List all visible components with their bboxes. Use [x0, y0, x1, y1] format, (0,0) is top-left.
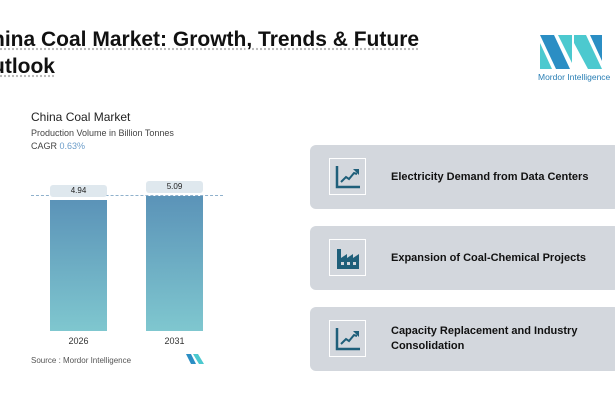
- data-label: 5.09: [146, 181, 203, 193]
- source-text: Source : Mordor Intelligence: [31, 356, 132, 365]
- card-label: Electricity Demand from Data Centers: [391, 170, 589, 183]
- chart-title: China Coal Market: [31, 110, 131, 124]
- card-coal-chemical: Expansion of Coal-Chemical Projects: [310, 226, 615, 290]
- logo-text: Mordor Intelligence: [538, 72, 611, 82]
- chart-subtitle: Production Volume in Billion Tonnes: [31, 128, 174, 138]
- title-line-1: hina Coal Market: Growth, Trends & Futur…: [0, 28, 420, 51]
- data-label: 4.94: [50, 184, 107, 197]
- bar-2031: [146, 196, 203, 331]
- mordor-logo-icon: [540, 35, 602, 69]
- x-tick-label: 2031: [164, 336, 185, 346]
- card-label: Expansion of Coal-Chemical Projects: [391, 251, 586, 264]
- mordor-logo: Mordor Intelligence: [538, 35, 610, 82]
- bar-2026: [50, 199, 107, 331]
- x-tick-label: 2026: [68, 336, 89, 346]
- line-chart-up-icon: [329, 158, 366, 195]
- reference-line: [31, 195, 223, 196]
- line-chart-up-icon: [329, 320, 366, 357]
- card-electricity-demand: Electricity Demand from Data Centers: [310, 145, 615, 209]
- cagr-value: 0.63%: [59, 141, 86, 151]
- cagr-label: CAGR: [31, 141, 58, 151]
- cagr: CAGR 0.63%: [31, 141, 85, 151]
- page-title: hina Coal Market: Growth, Trends & Futur…: [0, 26, 419, 80]
- card-label: Capacity Replacement and Industry Consol…: [391, 325, 578, 352]
- title-line-2: utlook: [0, 55, 55, 78]
- card-capacity-replacement: Capacity Replacement and Industry Consol…: [310, 307, 615, 371]
- factory-icon: [329, 239, 366, 276]
- source-logo-icon: [186, 354, 204, 364]
